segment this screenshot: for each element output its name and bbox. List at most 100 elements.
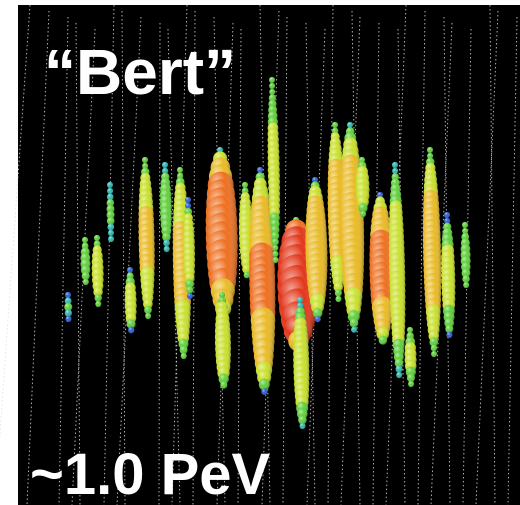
string — [397, 28, 406, 505]
hit-shade — [461, 268, 471, 278]
hit-shade — [261, 388, 268, 395]
hit-spheres — [64, 76, 471, 430]
string — [75, 22, 81, 505]
hit-shade — [144, 305, 152, 315]
hit-shade — [258, 378, 270, 391]
hit-shade — [64, 302, 73, 312]
hit-shade — [82, 278, 89, 286]
hit-shade — [65, 291, 71, 299]
hit-shade — [297, 296, 303, 304]
hit-shade — [358, 203, 368, 213]
hit-shade — [186, 286, 194, 294]
event-name: “Bert” — [44, 36, 236, 108]
hit-shade — [243, 271, 250, 279]
hit-shade — [177, 166, 183, 174]
string — [237, 28, 242, 505]
hit-shade — [268, 94, 276, 102]
hit-shade — [107, 229, 114, 237]
hit-shade — [180, 352, 187, 360]
hit-shade — [347, 310, 360, 323]
hit-shade — [257, 166, 263, 174]
string — [26, 10, 50, 505]
hit-shade — [427, 152, 434, 160]
hit-shade — [462, 227, 469, 235]
hit-shade — [314, 316, 321, 323]
hit-shade — [269, 82, 276, 90]
hit-shade — [408, 380, 415, 388]
hit-shade — [64, 297, 72, 305]
string — [462, 28, 472, 505]
hit-shade — [396, 371, 403, 379]
hit-shade — [185, 202, 192, 210]
hit-shade — [185, 279, 195, 289]
string — [385, 4, 407, 505]
hit-shade — [176, 172, 184, 180]
hit-shade — [162, 161, 168, 169]
hit-shade — [242, 264, 252, 274]
hit-shade — [444, 317, 454, 329]
hit-shade — [394, 358, 404, 368]
string — [71, 28, 96, 505]
hit-shade — [163, 239, 170, 247]
hit-shade — [429, 337, 439, 347]
hit-shade — [407, 326, 413, 334]
string — [327, 4, 334, 505]
hit-shade — [431, 350, 438, 358]
hit-shade — [64, 309, 72, 317]
string — [158, 22, 161, 505]
hit-shade — [143, 298, 153, 310]
hit-shade — [82, 236, 88, 244]
hit-shade — [93, 287, 103, 297]
hit-shade — [430, 344, 438, 352]
string — [116, 16, 142, 505]
hit-shade — [359, 156, 365, 164]
hit-shade — [347, 121, 353, 129]
hit-shade — [162, 232, 171, 242]
hit-shade — [185, 196, 191, 204]
hit-shade — [242, 181, 248, 189]
hit-shade — [107, 187, 114, 195]
hit-shade — [462, 221, 468, 229]
hit-shade — [126, 319, 136, 329]
string — [475, 10, 499, 505]
hit-shade — [142, 162, 149, 170]
hit-shade — [81, 271, 90, 281]
hit-shade — [298, 415, 307, 425]
hit-shade — [107, 223, 115, 231]
string — [171, 4, 188, 505]
hit-shade — [377, 191, 383, 199]
hit-shade — [272, 250, 279, 258]
string — [507, 16, 518, 505]
hit-shade — [406, 373, 415, 383]
hit-shade — [94, 234, 100, 242]
hit-shade — [127, 266, 133, 274]
hit-shade — [332, 121, 338, 129]
hit-shade — [269, 88, 276, 96]
hit-shade — [128, 326, 135, 334]
hit-shade — [444, 211, 450, 219]
hit-shade — [392, 161, 398, 169]
hit-shade — [106, 204, 115, 214]
hit-shade — [376, 326, 390, 341]
hit-shade — [269, 76, 275, 84]
hit-shade — [333, 282, 343, 292]
hit-shade — [80, 265, 91, 275]
hit-shade — [272, 256, 279, 264]
hit-shade — [186, 292, 193, 300]
hit-shade — [444, 217, 451, 225]
hit-shade — [106, 193, 114, 201]
hit-shade — [360, 210, 367, 218]
string — [489, 4, 496, 505]
hit-shade — [299, 422, 306, 430]
hit-shade — [334, 289, 342, 297]
hit-shade — [351, 326, 358, 333]
hit-shade — [312, 308, 323, 319]
hit-shade — [463, 281, 470, 289]
hit-shade — [378, 335, 388, 345]
string — [167, 28, 181, 505]
string — [58, 16, 69, 505]
hit-shade — [462, 275, 470, 283]
hit-shade — [218, 373, 229, 385]
hit-shade — [271, 231, 280, 241]
